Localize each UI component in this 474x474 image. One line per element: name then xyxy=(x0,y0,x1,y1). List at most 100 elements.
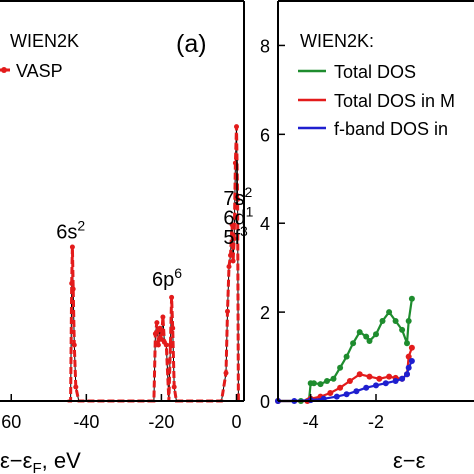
panel-b-plot-area xyxy=(275,295,415,404)
data-point-f-band-dos-in xyxy=(382,380,389,387)
data-point-vasp xyxy=(73,384,79,390)
orbital-label-base: 7s xyxy=(223,188,244,210)
series-line-wien2k xyxy=(67,126,239,402)
legend-entry-f-band: f-band DOS in xyxy=(334,119,448,139)
data-point-vasp xyxy=(234,124,239,130)
y-tick-label: 2 xyxy=(260,303,270,323)
panel-b: -4 -2 0 2 4 6 8 WIEN2K: Total DOS Total DOS in… xyxy=(260,0,474,473)
data-point-vasp xyxy=(228,252,233,258)
data-point-total-dos-in-m xyxy=(408,344,415,351)
data-point-total-dos xyxy=(356,329,363,336)
data-point-total-dos-in-m xyxy=(337,384,344,391)
data-point-total-dos xyxy=(404,340,410,347)
orbital-label-base: 6s xyxy=(56,222,77,244)
orbital-label-base: 6d xyxy=(223,208,245,230)
x-tick-label: 0 xyxy=(231,412,241,432)
data-point-total-dos-in-m xyxy=(405,353,412,360)
data-point-f-band-dos-in xyxy=(373,382,379,389)
legend-entry-total-dos: Total DOS xyxy=(334,62,416,82)
data-point-total-dos xyxy=(366,338,373,344)
data-point-f-band-dos-in xyxy=(363,384,370,391)
data-point-f-band-dos-in xyxy=(353,388,360,395)
x-tick-label: -2 xyxy=(368,412,384,432)
data-point-vasp xyxy=(225,308,230,314)
x-label-main: ε−ε xyxy=(0,448,33,473)
data-point-vasp xyxy=(69,244,75,250)
panel-a: 60 -40 -20 0 (a) WIEN2K VASP 6s26p67s26d15f… xyxy=(0,0,254,474)
data-point-f-band-dos-in xyxy=(404,371,410,378)
data-point-total-dos xyxy=(363,333,370,340)
data-point-total-dos xyxy=(408,295,415,302)
x-tick-label: -4 xyxy=(303,412,319,432)
data-point-f-band-dos-in xyxy=(405,364,412,371)
data-point-total-dos-in-m xyxy=(346,378,353,384)
panel-a-x-axis-label: ε−εF, eV xyxy=(0,448,81,474)
data-point-vasp xyxy=(230,258,236,264)
panel-b-ticks: -4 -2 0 2 4 6 8 xyxy=(260,36,384,432)
orbital-label-6d1: 6d1 xyxy=(223,204,253,230)
panel-b-title: WIEN2K: xyxy=(300,31,374,51)
data-point-total-dos xyxy=(386,309,393,316)
data-point-vasp xyxy=(167,342,173,348)
orbital-label-superscript: 3 xyxy=(240,223,248,239)
data-point-vasp xyxy=(155,342,161,348)
x-label-unit: , eV xyxy=(42,448,81,473)
data-point-vasp xyxy=(231,236,237,242)
data-point-f-band-dos-in xyxy=(399,375,406,382)
legend-entry-wien2k: WIEN2K xyxy=(10,31,79,51)
orbital-label-5f3: 5f3 xyxy=(223,223,248,249)
y-tick-label: 6 xyxy=(260,125,270,145)
legend-entry-total-dos-m: Total DOS in M xyxy=(334,91,455,111)
orbital-label-base: 6p xyxy=(152,269,174,291)
legend-entry-vasp: VASP xyxy=(16,61,63,81)
orbital-label-base: 5f xyxy=(223,227,240,249)
data-point-total-dos xyxy=(405,318,412,324)
panel-b-x-axis-label: ε−ε xyxy=(393,448,426,473)
panel-a-legend: WIEN2K VASP xyxy=(0,31,79,81)
data-point-total-dos xyxy=(350,340,357,347)
orbital-label-6s2: 6s2 xyxy=(56,218,85,244)
data-point-vasp xyxy=(71,342,77,348)
x-tick-label: 60 xyxy=(1,412,21,432)
x-tick-label: -20 xyxy=(148,412,174,432)
data-point-total-dos xyxy=(310,380,317,387)
data-point-total-dos xyxy=(379,318,386,324)
data-point-vasp xyxy=(229,222,235,228)
data-point-vasp xyxy=(154,320,160,326)
data-point-f-band-dos-in xyxy=(408,358,415,364)
orbital-label-superscript: 1 xyxy=(246,204,254,220)
orbital-label-superscript: 2 xyxy=(77,218,85,234)
orbital-label-superscript: 6 xyxy=(174,265,182,281)
panel-a-plot-area xyxy=(67,124,241,403)
y-tick-label: 0 xyxy=(260,392,270,412)
series-line-vasp xyxy=(67,126,240,403)
data-point-total-dos-in-m xyxy=(386,373,393,380)
data-point-vasp xyxy=(170,325,176,331)
orbital-label-6p6: 6p6 xyxy=(152,265,182,291)
x-tick-label: -40 xyxy=(73,412,99,432)
y-tick-label: 4 xyxy=(260,214,270,234)
data-point-vasp xyxy=(152,331,158,337)
panel-b-legend: Total DOS Total DOS in M f-band DOS in xyxy=(298,62,455,139)
data-point-vasp xyxy=(70,286,76,292)
data-point-total-dos xyxy=(343,353,350,360)
data-point-vasp xyxy=(226,264,232,270)
data-point-total-dos xyxy=(324,378,330,384)
orbital-label-7s2: 7s2 xyxy=(223,184,252,210)
data-point-total-dos-in-m xyxy=(327,390,334,396)
data-point-vasp xyxy=(169,294,175,300)
legend-marker-vasp xyxy=(1,67,7,73)
x-label-subscript: F xyxy=(32,460,41,474)
data-point-total-dos-in-m xyxy=(376,375,383,382)
data-point-total-dos-in-m xyxy=(356,371,363,378)
data-point-total-dos xyxy=(337,364,344,371)
data-point-total-dos xyxy=(392,318,399,324)
data-point-vasp xyxy=(157,325,163,331)
data-point-vasp xyxy=(69,280,75,286)
data-point-f-band-dos-in xyxy=(333,393,340,400)
orbital-label-superscript: 2 xyxy=(244,184,252,200)
data-point-f-band-dos-in xyxy=(343,391,350,398)
panel-a-x-ticks: 60 -40 -20 0 xyxy=(1,394,242,432)
